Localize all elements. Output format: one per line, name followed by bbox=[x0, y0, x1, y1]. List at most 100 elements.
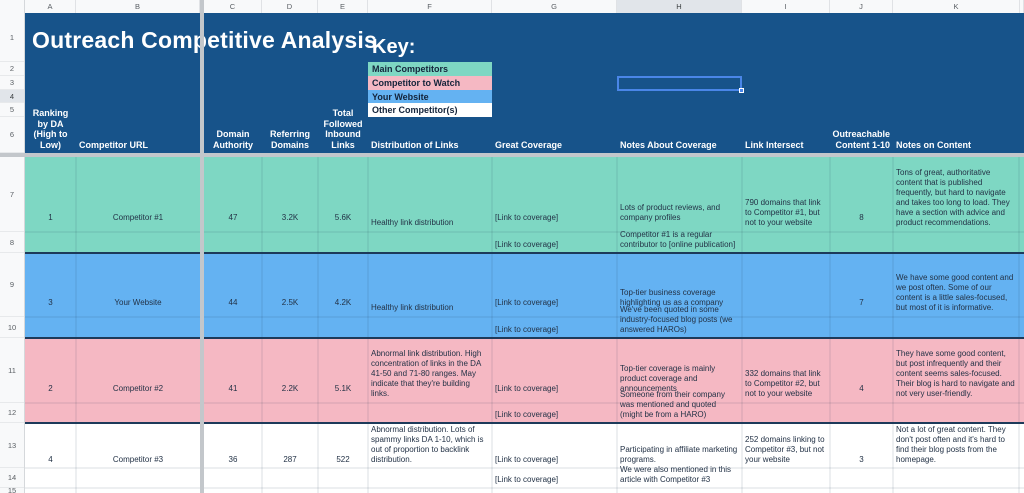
cell-outreachable[interactable]: 8 bbox=[859, 213, 864, 222]
row-header-7[interactable]: 7 bbox=[0, 157, 24, 232]
cell-link-intersect[interactable] bbox=[742, 253, 830, 317]
column-header-partial[interactable] bbox=[1020, 0, 1024, 13]
header-domain-authority[interactable]: Domain Authority bbox=[213, 129, 253, 150]
header-inbound-links[interactable]: Total Followed Inbound Links bbox=[323, 108, 363, 150]
cell-coverage-note-2[interactable]: Competitor #1 is a regular contributor t… bbox=[620, 230, 736, 249]
column-header-d[interactable]: D bbox=[262, 0, 318, 13]
cell-distribution[interactable]: Healthy link distribution bbox=[371, 303, 454, 312]
cell-coverage-link-1[interactable]: [Link to coverage] bbox=[495, 213, 559, 222]
column-header-j[interactable]: J bbox=[830, 0, 893, 13]
frozen-column-divider[interactable] bbox=[200, 0, 204, 493]
select-all-corner[interactable] bbox=[0, 0, 25, 13]
column-header-c[interactable]: C bbox=[204, 0, 262, 13]
cell-distribution[interactable]: Abnormal distribution. Lots of spammy li… bbox=[371, 425, 484, 464]
cell-ranking[interactable]: 4 bbox=[48, 455, 53, 464]
cell-link-intersect[interactable]: 790 domains that link to Competitor #1, … bbox=[745, 198, 821, 227]
row-header-10[interactable]: 10 bbox=[0, 317, 24, 338]
cell-inbound-links[interactable]: 5.1K bbox=[334, 384, 352, 393]
key-item-competitor-to-watch[interactable]: Competitor to Watch bbox=[368, 76, 492, 90]
fill-handle[interactable] bbox=[739, 88, 744, 93]
cell-coverage-link-1[interactable]: [Link to coverage] bbox=[495, 455, 559, 464]
key-item-other-competitors[interactable]: Other Competitor(s) bbox=[368, 103, 492, 117]
cell-coverage-note-1[interactable]: Lots of product reviews, and company pro… bbox=[620, 203, 721, 222]
column-header-k[interactable]: K bbox=[893, 0, 1020, 13]
cell-coverage-link-2[interactable]: [Link to coverage] bbox=[495, 240, 559, 249]
row-header-9[interactable]: 9 bbox=[0, 253, 24, 317]
key-item-main-competitors[interactable]: Main Competitors bbox=[368, 62, 492, 76]
header-outreachable[interactable]: Outreachable Content 1-10 bbox=[832, 129, 890, 150]
cell-competitor-url[interactable]: Competitor #3 bbox=[112, 455, 164, 464]
cell-competitor-url[interactable]: Your Website bbox=[114, 298, 162, 307]
cell-domain-authority[interactable]: 44 bbox=[228, 298, 238, 307]
column-header-i[interactable]: I bbox=[742, 0, 830, 13]
cell-coverage-note-2[interactable]: We've been quoted in some industry-focus… bbox=[620, 305, 733, 334]
row-header-6[interactable]: 6 bbox=[0, 117, 24, 153]
column-header-e[interactable]: E bbox=[318, 0, 368, 13]
cell-content-notes[interactable]: They have some good content, but post in… bbox=[896, 349, 1015, 398]
row-header-14[interactable]: 14 bbox=[0, 468, 24, 488]
cell-outreachable[interactable]: 4 bbox=[859, 384, 864, 393]
cell-referring-domains[interactable]: 2.5K bbox=[281, 298, 299, 307]
row-header-15[interactable]: 15 bbox=[7, 488, 17, 493]
header-link-intersect[interactable]: Link Intersect bbox=[745, 139, 804, 150]
cell-coverage-link-1[interactable]: [Link to coverage] bbox=[495, 298, 559, 307]
cell-competitor-url[interactable]: Competitor #2 bbox=[112, 384, 164, 393]
cell-link-intersect[interactable]: 332 domains that link to Competitor #2, … bbox=[745, 369, 821, 398]
cell-coverage-link-2[interactable]: [Link to coverage] bbox=[495, 410, 559, 419]
header-notes-about-coverage[interactable]: Notes About Coverage bbox=[620, 139, 717, 150]
page-title: Outreach Competitive Analysis bbox=[32, 27, 377, 53]
header-distribution[interactable]: Distribution of Links bbox=[371, 139, 459, 150]
header-great-coverage[interactable]: Great Coverage bbox=[495, 139, 563, 150]
cell-coverage-note-2[interactable]: Someone from their company was mentioned… bbox=[620, 390, 725, 419]
cell-coverage-link-2[interactable]: [Link to coverage] bbox=[495, 475, 559, 484]
cell-ranking[interactable]: 3 bbox=[48, 298, 53, 307]
cell-inbound-links[interactable]: 5.6K bbox=[334, 213, 352, 222]
cell-content-notes[interactable]: We have some good content and we post of… bbox=[896, 273, 1014, 312]
cell-domain-authority[interactable]: 47 bbox=[228, 213, 238, 222]
row-header-11[interactable]: 11 bbox=[0, 338, 24, 403]
row-header-5[interactable]: 5 bbox=[0, 103, 24, 117]
cell-distribution[interactable]: Abnormal link distribution. High concent… bbox=[371, 349, 482, 398]
cell-coverage-note-1[interactable]: Participating in affiliate marketing pro… bbox=[620, 445, 738, 464]
frozen-row-divider[interactable] bbox=[0, 153, 1024, 157]
cell-outreachable[interactable]: 3 bbox=[859, 455, 864, 464]
cell-referring-domains[interactable]: 2.2K bbox=[281, 384, 299, 393]
cell-domain-authority[interactable]: 41 bbox=[228, 384, 238, 393]
row-header-4[interactable]: 4 bbox=[0, 90, 24, 103]
row-header-2[interactable]: 2 bbox=[0, 62, 24, 76]
cell-referring-domains[interactable]: 287 bbox=[283, 455, 297, 464]
cell-competitor-url[interactable]: Competitor #1 bbox=[112, 213, 164, 222]
cell-coverage-note-2[interactable]: We were also mentioned in this article w… bbox=[620, 465, 732, 484]
row-header-12[interactable]: 12 bbox=[0, 403, 24, 423]
cell-link-intersect[interactable]: 252 domains linking to Competitor #3, bu… bbox=[745, 435, 825, 464]
key-item-your-website[interactable]: Your Website bbox=[368, 90, 492, 103]
cell-inbound-links[interactable]: 4.2K bbox=[334, 298, 352, 307]
column-header-b[interactable]: B bbox=[76, 0, 200, 13]
cell-inbound-links[interactable]: 522 bbox=[336, 455, 350, 464]
cell-referring-domains[interactable]: 3.2K bbox=[281, 213, 299, 222]
row-header-8[interactable]: 8 bbox=[0, 232, 24, 253]
column-header-f[interactable]: F bbox=[368, 0, 492, 13]
column-header-g[interactable]: G bbox=[492, 0, 617, 13]
cell-ranking[interactable]: 1 bbox=[48, 213, 53, 222]
row-header-3[interactable]: 3 bbox=[0, 76, 24, 90]
header-notes-on-content[interactable]: Notes on Content bbox=[896, 139, 971, 150]
cell-ranking[interactable]: 2 bbox=[48, 384, 53, 393]
header-ranking[interactable]: Ranking by DA (High to Low) bbox=[32, 108, 69, 150]
cell-coverage-note-1[interactable]: Top-tier coverage is mainly product cove… bbox=[620, 364, 716, 393]
row-header-1[interactable]: 1 bbox=[0, 13, 24, 62]
cell-outreachable[interactable]: 7 bbox=[859, 298, 864, 307]
row-group-competitor-2: 2 Competitor #2 41 2.2K 5.1K Abnormal li… bbox=[25, 338, 1024, 423]
row-header-13[interactable]: 13 bbox=[0, 423, 24, 468]
column-header-h[interactable]: H bbox=[617, 0, 742, 13]
cell-domain-authority[interactable]: 36 bbox=[228, 455, 238, 464]
cell-content-notes[interactable]: Tons of great, authoritative content tha… bbox=[896, 168, 1010, 227]
cell-coverage-link-1[interactable]: [Link to coverage] bbox=[495, 384, 559, 393]
header-competitor-url[interactable]: Competitor URL bbox=[79, 139, 148, 150]
cell-coverage-note-1[interactable]: Top-tier business coverage highlighting … bbox=[620, 288, 724, 307]
cell-coverage-link-2[interactable]: [Link to coverage] bbox=[495, 325, 559, 334]
header-referring-domains[interactable]: Referring Domains bbox=[269, 129, 310, 150]
cell-distribution[interactable]: Healthy link distribution bbox=[371, 218, 454, 227]
column-header-a[interactable]: A bbox=[25, 0, 76, 13]
cell-content-notes[interactable]: Not a lot of great content. They don't p… bbox=[896, 425, 1006, 464]
